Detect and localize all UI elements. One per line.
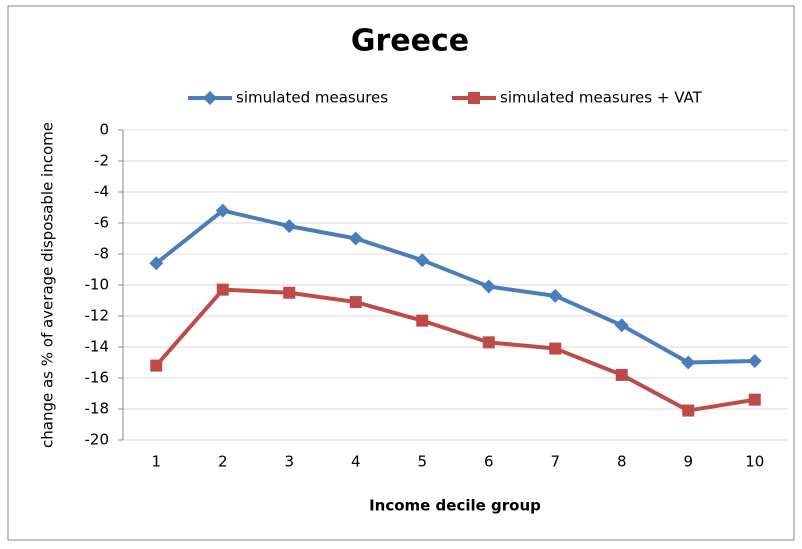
- legend-label: simulated measures + VAT: [500, 89, 703, 107]
- square-marker: [615, 368, 628, 381]
- square-marker: [349, 296, 362, 309]
- legend-label: simulated measures: [236, 89, 388, 107]
- chart-border: [7, 5, 795, 541]
- diamond-marker: [481, 279, 496, 294]
- y-axis-label: change as % of average disposable income: [39, 122, 57, 448]
- y-tick-label: -16: [85, 369, 110, 387]
- diamond-marker: [215, 203, 230, 218]
- diamond-marker: [149, 256, 164, 271]
- x-tick-label: 2: [218, 453, 228, 471]
- diamond-marker: [614, 318, 629, 333]
- square-marker: [150, 359, 163, 372]
- y-tick-label: -4: [94, 183, 109, 201]
- diamond-marker: [203, 91, 217, 105]
- diamond-marker: [747, 353, 762, 368]
- x-tick-label: 8: [617, 453, 627, 471]
- square-marker: [468, 92, 480, 104]
- x-tick-label: 9: [683, 453, 693, 471]
- x-tick-label: 3: [284, 453, 294, 471]
- square-marker: [216, 283, 229, 296]
- series-line: [155, 208, 755, 365]
- square-marker: [283, 286, 296, 299]
- x-tick-label: 6: [484, 453, 494, 471]
- y-tick-label: -2: [94, 152, 109, 170]
- y-tick-label: -20: [85, 431, 110, 449]
- series-line: [154, 287, 756, 413]
- diamond-marker: [415, 253, 430, 268]
- square-marker: [549, 342, 562, 355]
- diamond-marker: [681, 355, 696, 370]
- y-tick-label: -14: [85, 338, 110, 356]
- diamond-marker: [348, 231, 363, 246]
- square-marker: [416, 314, 429, 327]
- square-marker: [682, 404, 695, 417]
- x-axis-label: Income decile group: [369, 497, 541, 515]
- x-tick-label: 1: [151, 453, 161, 471]
- x-tick-label: 7: [550, 453, 560, 471]
- x-tick-label: 5: [417, 453, 427, 471]
- square-marker: [748, 393, 761, 406]
- y-tick-label: 0: [99, 121, 109, 139]
- y-tick-label: -18: [85, 400, 110, 418]
- x-tick-label: 10: [745, 453, 764, 471]
- square-marker: [482, 336, 495, 349]
- y-tick-label: -6: [94, 214, 109, 232]
- chart-title: Greece: [351, 24, 469, 59]
- x-tick-label: 4: [351, 453, 361, 471]
- y-tick-label: -10: [85, 276, 110, 294]
- y-tick-label: -12: [85, 307, 110, 325]
- y-tick-label: -8: [94, 245, 109, 263]
- diamond-marker: [548, 288, 563, 303]
- diamond-marker: [282, 219, 297, 234]
